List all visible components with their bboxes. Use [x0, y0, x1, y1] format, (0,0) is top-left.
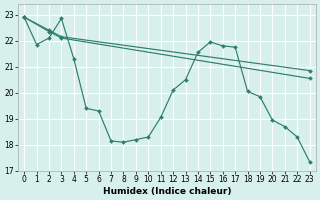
X-axis label: Humidex (Indice chaleur): Humidex (Indice chaleur) — [103, 187, 231, 196]
